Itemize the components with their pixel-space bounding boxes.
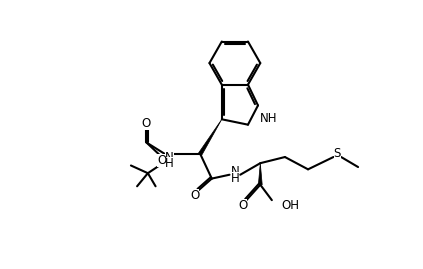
Text: N: N: [165, 151, 174, 164]
Text: O: O: [142, 117, 151, 130]
Text: O: O: [157, 154, 166, 167]
Polygon shape: [258, 163, 262, 185]
Text: S: S: [334, 147, 341, 160]
Text: O: O: [190, 189, 200, 202]
Text: NH: NH: [260, 112, 278, 125]
Text: H: H: [165, 157, 174, 171]
Text: O: O: [238, 199, 247, 212]
Text: OH: OH: [281, 199, 299, 212]
Polygon shape: [198, 119, 222, 155]
Text: N: N: [231, 165, 239, 178]
Text: H: H: [231, 172, 239, 185]
